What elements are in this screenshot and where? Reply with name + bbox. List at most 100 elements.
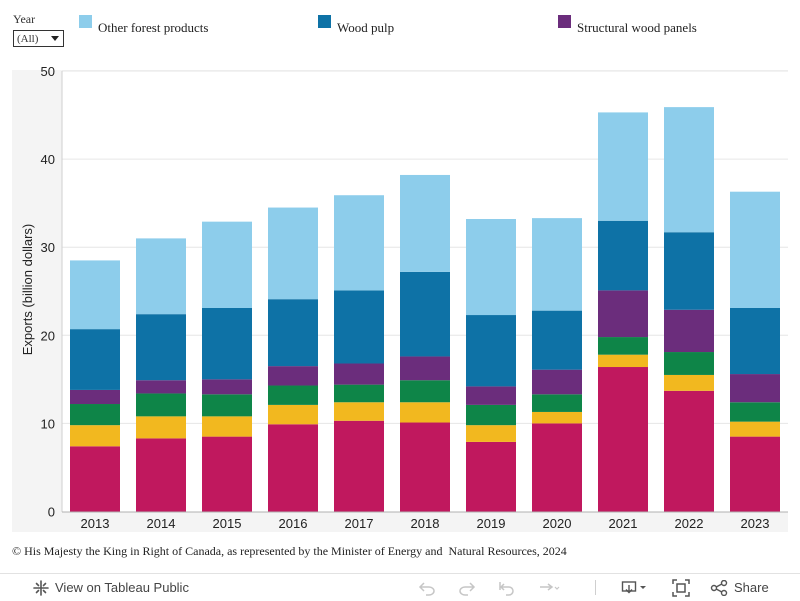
bar-segment xyxy=(400,174,450,272)
bar-segment xyxy=(466,425,516,442)
toolbar-divider xyxy=(595,580,596,595)
bar-segment xyxy=(136,416,186,439)
redo-button[interactable] xyxy=(458,574,476,601)
refresh-button[interactable] xyxy=(536,574,560,601)
bar-segment xyxy=(532,369,582,395)
fullscreen-button[interactable] xyxy=(672,574,690,601)
bar-segment xyxy=(730,436,780,512)
legend-item-wood-pulp[interactable]: Wood pulp xyxy=(318,15,394,34)
bar-segment xyxy=(202,436,252,512)
bar-segment xyxy=(136,380,186,394)
bar-segment xyxy=(400,402,450,423)
x-tick-label: 2022 xyxy=(675,516,704,531)
bar-segment xyxy=(466,315,516,387)
bar-segment xyxy=(334,195,384,291)
bar-segment xyxy=(466,441,516,512)
share-icon xyxy=(710,579,728,596)
x-tick-label: 2017 xyxy=(345,516,374,531)
bar-segment xyxy=(334,402,384,421)
bar-segment xyxy=(136,238,186,315)
bar-segment xyxy=(532,411,582,424)
bar-segment xyxy=(466,386,516,405)
bar-segment xyxy=(598,354,648,368)
bar-segment xyxy=(466,219,516,316)
year-filter: Year (All) xyxy=(13,12,64,47)
redo-icon xyxy=(458,580,476,596)
bar-segment xyxy=(532,310,582,370)
x-tick-label: 2016 xyxy=(279,516,308,531)
bar-segment xyxy=(400,422,450,512)
bar-segment xyxy=(268,424,318,512)
bar-segment xyxy=(730,421,780,437)
download-icon xyxy=(621,580,647,596)
y-tick-label: 0 xyxy=(48,505,55,520)
bar-segment xyxy=(532,394,582,412)
x-tick-label: 2021 xyxy=(609,516,638,531)
bar-segment xyxy=(730,307,780,375)
bar-segment xyxy=(664,390,714,512)
revert-button[interactable] xyxy=(498,574,516,601)
bar-segment xyxy=(598,367,648,512)
bar-segment xyxy=(268,299,318,367)
bar-segment xyxy=(70,404,120,426)
y-axis-title: Exports (billion dollars) xyxy=(20,224,35,356)
bar-segment xyxy=(400,271,450,357)
bar-segment xyxy=(70,389,120,405)
bar-segment xyxy=(202,416,252,437)
bar-segment xyxy=(664,352,714,375)
bar-segment xyxy=(202,221,252,308)
y-tick-label: 40 xyxy=(41,152,55,167)
y-tick-label: 20 xyxy=(41,328,55,343)
bar-segment xyxy=(202,394,252,417)
bar-segment xyxy=(70,425,120,447)
tableau-toolbar: View on Tableau Public Share xyxy=(0,573,800,601)
download-button[interactable] xyxy=(621,574,647,601)
bar-segment xyxy=(730,191,780,308)
bar-segment xyxy=(268,404,318,425)
bar-segment xyxy=(400,356,450,381)
undo-button[interactable] xyxy=(418,574,436,601)
bar-segment xyxy=(532,423,582,512)
bar-segment xyxy=(598,337,648,355)
bar-segment xyxy=(730,374,780,403)
year-filter-value: (All) xyxy=(17,33,39,45)
share-button[interactable]: Share xyxy=(710,574,769,601)
bar-segment xyxy=(664,107,714,233)
bar-segment xyxy=(70,329,120,390)
bar-segment xyxy=(334,420,384,512)
share-label: Share xyxy=(734,580,769,595)
legend-label: Other forest products xyxy=(98,20,209,35)
bar-segment xyxy=(466,404,516,426)
view-on-tableau-public-button[interactable]: View on Tableau Public xyxy=(33,574,189,601)
x-tick-label: 2013 xyxy=(81,516,110,531)
undo-icon xyxy=(418,580,436,596)
x-tick-label: 2023 xyxy=(741,516,770,531)
bar-segment xyxy=(598,112,648,221)
bar-segment xyxy=(730,402,780,422)
bar-segment xyxy=(598,220,648,291)
x-tick-label: 2014 xyxy=(147,516,176,531)
fullscreen-icon xyxy=(672,578,690,597)
bar-segment xyxy=(334,363,384,385)
bar-segment xyxy=(202,379,252,395)
bar-segment xyxy=(268,385,318,405)
refresh-icon xyxy=(536,580,560,596)
bar-segment xyxy=(136,438,186,512)
bar-segment xyxy=(532,218,582,311)
bar-segment xyxy=(136,314,186,381)
legend-item-structural-wood-panels[interactable]: Structural wood panels xyxy=(558,15,697,34)
y-tick-label: 30 xyxy=(41,240,55,255)
x-tick-label: 2019 xyxy=(477,516,506,531)
bar-segment xyxy=(664,232,714,310)
view-on-tableau-public-label: View on Tableau Public xyxy=(55,580,189,595)
y-tick-label: 10 xyxy=(41,416,55,431)
bar-segment xyxy=(202,307,252,380)
legend-label: Structural wood panels xyxy=(577,20,697,35)
revert-icon xyxy=(498,580,516,596)
legend-item-other-forest-products[interactable]: Other forest products xyxy=(79,15,208,34)
year-filter-select[interactable]: (All) xyxy=(13,30,64,47)
stacked-bar-chart: 0 10 20 30 40 50 Exports (billion dollars) 2013… xyxy=(20,64,788,531)
x-tick-label: 2018 xyxy=(411,516,440,531)
legend-label: Wood pulp xyxy=(337,20,395,35)
bar-segment xyxy=(70,260,120,330)
